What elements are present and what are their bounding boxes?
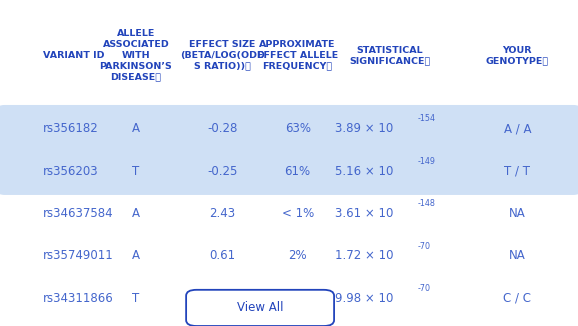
Text: -0.21: -0.21 xyxy=(208,292,238,305)
Text: STATISTICAL
SIGNIFICANCEⓘ: STATISTICAL SIGNIFICANCEⓘ xyxy=(350,46,431,65)
FancyBboxPatch shape xyxy=(0,105,578,153)
Text: YOUR
GENOTYPEⓘ: YOUR GENOTYPEⓘ xyxy=(486,46,549,65)
Text: VARIANT ID: VARIANT ID xyxy=(43,51,105,60)
Text: -70: -70 xyxy=(418,284,431,293)
Text: View All: View All xyxy=(237,302,283,314)
Text: 1.72 × 10: 1.72 × 10 xyxy=(335,249,394,262)
Text: -154: -154 xyxy=(418,114,436,124)
Text: 9.98 × 10: 9.98 × 10 xyxy=(335,292,394,305)
Text: 5.16 × 10: 5.16 × 10 xyxy=(335,165,394,178)
FancyBboxPatch shape xyxy=(0,147,578,195)
Text: 61%: 61% xyxy=(284,165,311,178)
Text: 63%: 63% xyxy=(285,122,310,135)
Text: APPROXIMATE
EFFECT ALLELE
FREQUENCYⓘ: APPROXIMATE EFFECT ALLELE FREQUENCYⓘ xyxy=(257,40,338,71)
Text: rs35749011: rs35749011 xyxy=(43,249,114,262)
FancyBboxPatch shape xyxy=(186,290,334,326)
Text: rs356203: rs356203 xyxy=(43,165,99,178)
Text: rs356182: rs356182 xyxy=(43,122,99,135)
Text: 81%: 81% xyxy=(285,292,310,305)
Text: -70: -70 xyxy=(418,242,431,251)
Text: -0.25: -0.25 xyxy=(208,165,238,178)
Text: -149: -149 xyxy=(418,157,436,166)
Text: NA: NA xyxy=(509,249,525,262)
Text: rs34637584: rs34637584 xyxy=(43,207,114,220)
Text: 0.61: 0.61 xyxy=(209,249,236,262)
Text: T: T xyxy=(132,165,139,178)
Text: A: A xyxy=(132,122,140,135)
Text: A: A xyxy=(132,249,140,262)
Text: 2%: 2% xyxy=(288,249,307,262)
Text: 3.89 × 10: 3.89 × 10 xyxy=(335,122,394,135)
Text: EFFECT SIZE
(BETA/LOG(ODD
S RATIO))ⓘ: EFFECT SIZE (BETA/LOG(ODD S RATIO))ⓘ xyxy=(180,40,265,71)
Text: rs34311866: rs34311866 xyxy=(43,292,114,305)
Text: NA: NA xyxy=(509,207,525,220)
Text: -0.28: -0.28 xyxy=(208,122,238,135)
Text: A: A xyxy=(132,207,140,220)
Text: 3.61 × 10: 3.61 × 10 xyxy=(335,207,394,220)
Text: A / A: A / A xyxy=(503,122,531,135)
Text: C / C: C / C xyxy=(503,292,531,305)
Text: < 1%: < 1% xyxy=(281,207,314,220)
Text: T / T: T / T xyxy=(505,165,530,178)
Text: 2.43: 2.43 xyxy=(209,207,236,220)
Text: -148: -148 xyxy=(418,199,436,208)
Text: T: T xyxy=(132,292,139,305)
Text: ALLELE
ASSOCIATED
WITH
PARKINSON’S
DISEASEⓘ: ALLELE ASSOCIATED WITH PARKINSON’S DISEA… xyxy=(99,29,172,82)
